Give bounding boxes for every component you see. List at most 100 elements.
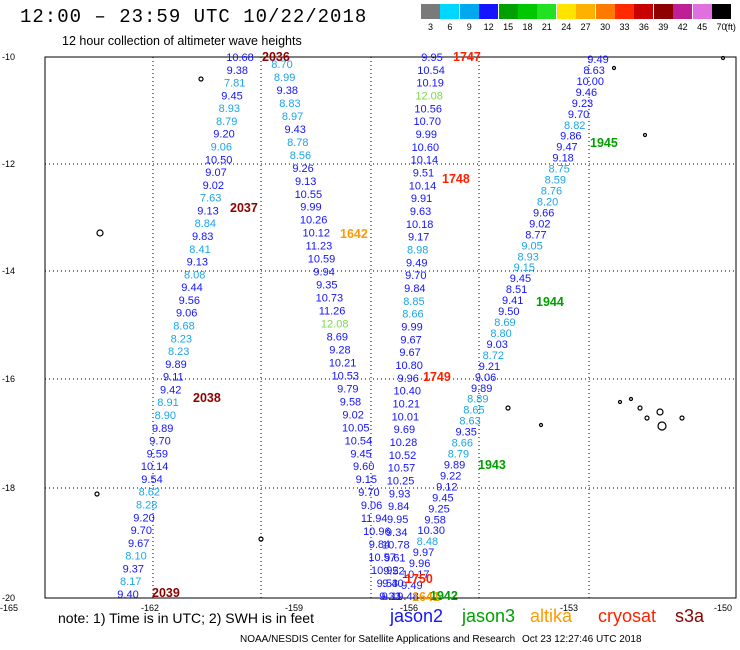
swh-value-label: 9.26 — [292, 163, 313, 175]
scale-label-42: 42 — [677, 22, 688, 32]
wave-tracks: 10.689.387.819.458.938.799.209.0610.509.… — [117, 52, 608, 603]
lat-tick-label: -10 — [2, 52, 15, 62]
swh-value-label: 11.94 — [361, 513, 388, 525]
island-outline — [94, 491, 100, 497]
swh-value-label: 9.96 — [409, 558, 430, 570]
map-title: 12:00 – 23:59 UTC 10/22/2018 — [20, 6, 368, 28]
swh-value-label: 10.14 — [411, 155, 439, 167]
legend-jason3: jason3 — [462, 606, 516, 626]
island-outline — [611, 65, 617, 71]
scale-swatch-39 — [653, 4, 673, 19]
scale-label-70: 70 — [716, 22, 727, 32]
swh-value-label: 9.60 — [353, 461, 374, 473]
legend-cryosat: cryosat — [598, 606, 657, 626]
swh-value-label: 9.51 — [413, 168, 434, 180]
scale-swatch-18 — [518, 4, 537, 19]
swh-value-label: 9.53 — [377, 578, 398, 590]
swh-value-label: 8.23 — [171, 333, 192, 345]
lon-tick-label: -153 — [560, 603, 578, 613]
swh-value-label: 9.41 — [502, 295, 523, 307]
generation-timestamp: Oct 23 12:27:46 UTC 2018 — [522, 634, 642, 645]
swh-value-label: 8.51 — [506, 284, 527, 296]
scale-label-15: 15 — [503, 22, 514, 32]
scale-label-36: 36 — [638, 22, 649, 32]
swh-value-label: 9.15 — [514, 262, 535, 274]
lon-tick-label: -159 — [285, 603, 303, 613]
swh-value-label: 9.54 — [141, 474, 162, 486]
swh-value-label: 9.35 — [316, 280, 337, 292]
scale-swatch-27 — [576, 4, 596, 19]
lat-tick-label: -12 — [2, 159, 15, 169]
swh-value-label: 8.69 — [327, 331, 348, 343]
swh-value-label: 9.63 — [410, 206, 431, 218]
swh-value-label: 9.49 — [401, 580, 422, 592]
swh-value-label: 8.82 — [564, 120, 585, 132]
island-outline — [642, 132, 648, 138]
swh-value-label: 9.91 — [411, 193, 432, 205]
swh-value-label: 9.03 — [486, 339, 507, 351]
lat-tick-label: -16 — [2, 374, 15, 384]
swh-value-label: 9.46 — [576, 87, 597, 99]
swh-value-label: 9.13 — [295, 176, 316, 188]
scale-swatch-42 — [673, 4, 693, 19]
swh-value-label: 9.95 — [421, 52, 442, 64]
swh-value-label: 10.00 — [576, 76, 604, 88]
swh-value-label: 9.02 — [342, 409, 363, 421]
swh-value-label: 8.98 — [407, 245, 428, 257]
swh-value-label: 10.12 — [302, 228, 330, 240]
scale-label-30: 30 — [600, 22, 611, 32]
swh-value-label: 8.99 — [274, 72, 295, 84]
swh-value-label: 9.89 — [165, 359, 186, 371]
swh-value-label: 9.84 — [369, 539, 390, 551]
swh-value-label: 12.08 — [321, 319, 349, 331]
scale-label-6: 6 — [447, 22, 453, 32]
scale-swatch-15 — [498, 4, 518, 19]
pass-time-1749: 1749 — [423, 370, 451, 384]
swh-value-label: 8.28 — [136, 500, 157, 512]
swh-value-label: 8.66 — [452, 438, 473, 450]
swh-value-label: 9.11 — [163, 372, 184, 384]
swh-value-label: 9.18 — [552, 153, 573, 165]
swh-value-label: 8.62 — [139, 487, 160, 499]
swh-value-label: 8.79 — [448, 449, 469, 461]
swh-value-label: 9.06 — [361, 500, 382, 512]
lat-tick-label: -18 — [2, 483, 15, 493]
swh-value-label: 9.96 — [397, 373, 418, 385]
island-outline — [657, 421, 667, 431]
swh-value-label: 9.84 — [404, 283, 425, 295]
scale-label-9: 9 — [466, 22, 472, 32]
swh-value-label: 9.86 — [560, 131, 581, 143]
swh-value-label: 9.33 — [379, 591, 400, 603]
swh-value-label: 8.59 — [545, 175, 566, 187]
swh-value-label: 8.69 — [494, 317, 515, 329]
swh-value-label: 9.70 — [568, 109, 589, 121]
swh-value-label: 8.63 — [583, 65, 604, 77]
swh-value-label: 9.70 — [405, 270, 426, 282]
lon-tick-label: -156 — [400, 603, 418, 613]
swh-value-label: 9.70 — [131, 525, 152, 537]
swh-value-label: 9.93 — [389, 488, 410, 500]
swh-value-label: 9.11 — [382, 591, 403, 603]
pass-time-2036: 2036 — [262, 50, 290, 64]
scale-label-18: 18 — [522, 22, 533, 32]
swh-value-label: 8.90 — [155, 410, 176, 422]
swh-value-label: 8.08 — [184, 269, 205, 281]
swh-value-label: 10.14 — [141, 461, 169, 473]
swh-value-label: 9.49 — [406, 257, 427, 269]
swh-value-label: 8.75 — [549, 164, 570, 176]
swh-value-label: 9.07 — [205, 167, 226, 179]
swh-value-label: 9.22 — [440, 470, 461, 482]
axis-labels: -10 -12 -14 -16 -18 -20-165 -162 -159 -156 -153 -1… — [0, 52, 732, 613]
swh-value-label: 9.69 — [394, 424, 415, 436]
swh-value-label: 9.06 — [211, 142, 232, 154]
swh-value-label: 12.08 — [415, 91, 443, 103]
swh-value-label: 9.79 — [337, 383, 358, 395]
swh-value-label: 9.49 — [587, 54, 608, 66]
swh-value-label: 9.06 — [475, 372, 496, 384]
swh-value-label: 9.13 — [197, 205, 218, 217]
swh-value-label: 10.92 — [371, 565, 399, 577]
swh-value-label: 10.60 — [412, 142, 440, 154]
swh-value-label: 10.96 — [363, 526, 391, 538]
swh-value-label: 8.48 — [417, 536, 438, 548]
swh-value-label: 10.53 — [331, 370, 359, 382]
